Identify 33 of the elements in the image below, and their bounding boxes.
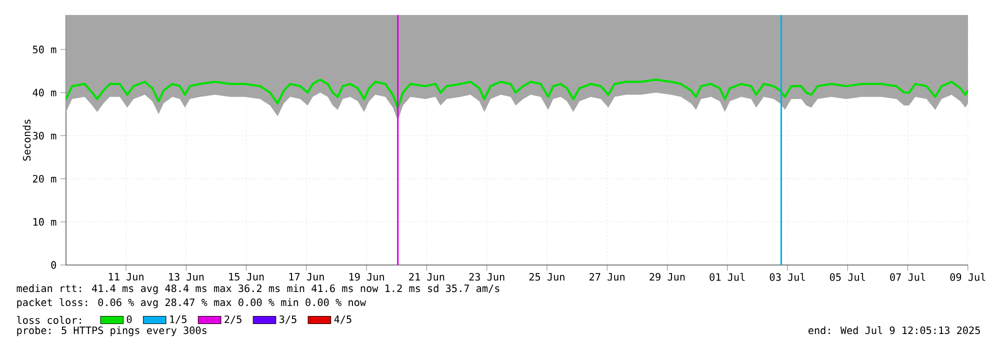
- x-tick-label: 13 Jun: [169, 272, 204, 281]
- y-tick-label: 20 m: [33, 174, 56, 183]
- x-tick-label: 27 Jun: [590, 272, 624, 281]
- x-tick-label: 29 Jun: [650, 272, 685, 281]
- x-tick-label: 15 Jun: [229, 272, 264, 281]
- text: packet loss: 0.06 % avg 28.47 % max 0.00 % min 0.00 % now: [17, 298, 366, 308]
- line-series: [66, 78, 968, 109]
- x-tick-label: 01 Jul: [710, 273, 745, 281]
- legend-label: 1/5: [170, 316, 186, 324]
- x-tick-label: 03 Jul: [770, 273, 805, 281]
- y-axis-title: Seconds: [22, 120, 31, 161]
- x-tick-label: 11 Jun: [108, 272, 144, 281]
- text: end: Wed Jul 9 12:05:13 2025: [808, 326, 980, 334]
- legend-label: 2/5: [224, 315, 242, 324]
- y-tick-label: 50 m: [32, 46, 56, 54]
- text: median rtt: 41.4 ms avg 48.4 ms max 36.2 ms min 41.6 ms now 1.2 ms sd 35.7 am/s: [16, 284, 500, 294]
- y-tick-label: 40 m: [32, 88, 56, 96]
- y-tick-label: 0: [51, 261, 56, 269]
- x-tick-label: 23 Jun: [469, 272, 504, 281]
- x-tick-label: 19 Jun: [349, 272, 384, 281]
- legend-label: 4/5: [334, 316, 352, 324]
- legend-title: loss color:: [17, 316, 81, 324]
- y-tick-label: 10 m: [33, 218, 56, 226]
- x-tick-label: 09 Jul: [950, 273, 986, 281]
- y-tick-label: 30 m: [32, 132, 56, 140]
- text: probe: 5 HTTPS pings every 300s: [17, 326, 206, 336]
- x-tick-label: 05 Jul: [830, 273, 865, 281]
- x-tick-label: 07 Jul: [890, 273, 926, 281]
- x-tick-label: 21 Jun: [409, 272, 444, 281]
- x-tick-label: 25 Jun: [529, 272, 564, 281]
- x-tick-label: 17 Jun: [289, 272, 324, 281]
- legend-label: 3/5: [279, 315, 296, 324]
- legend-label: 0: [126, 315, 132, 324]
